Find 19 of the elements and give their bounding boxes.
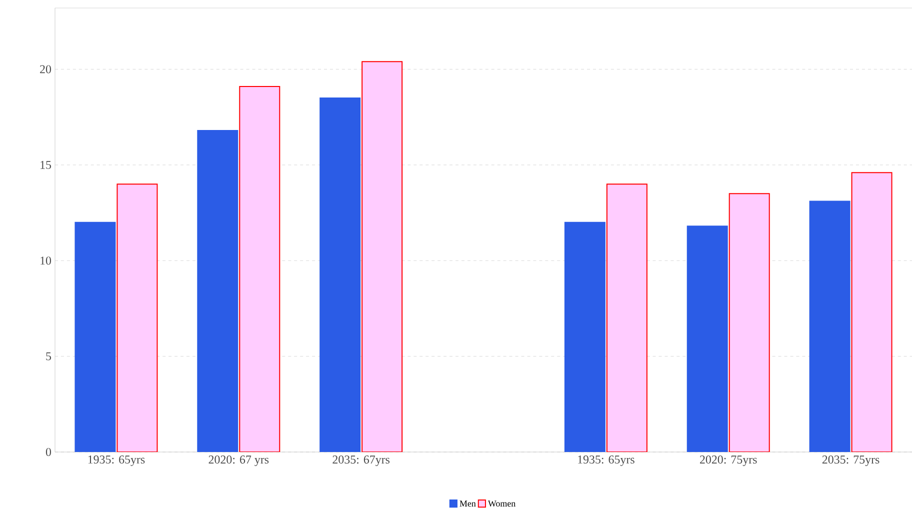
y-tick-label: 0 [46,448,52,456]
legend-label: Women [488,500,516,507]
bar [606,184,648,452]
bar [728,193,770,452]
y-tick-label: 5 [46,352,52,360]
bar [851,172,892,452]
y-tick-label: 20 [40,65,52,74]
y-tick-label: 10 [40,256,52,265]
x-tick-label: 2020: 67 yrs [208,456,269,466]
bar [239,86,280,452]
x-tick-label: 2035: 75yrs [822,456,880,466]
x-tick-label: 1935: 65yrs [88,456,145,466]
y-tick-label: 15 [40,160,52,169]
x-tick-label: 1935: 65yrs [578,456,634,466]
legend-label: Men [460,500,476,507]
x-tick-label: 2020: 75yrs [700,456,757,466]
x-tick-label: 2035: 67yrs [332,456,390,466]
bar [116,184,158,452]
bar [362,61,403,452]
